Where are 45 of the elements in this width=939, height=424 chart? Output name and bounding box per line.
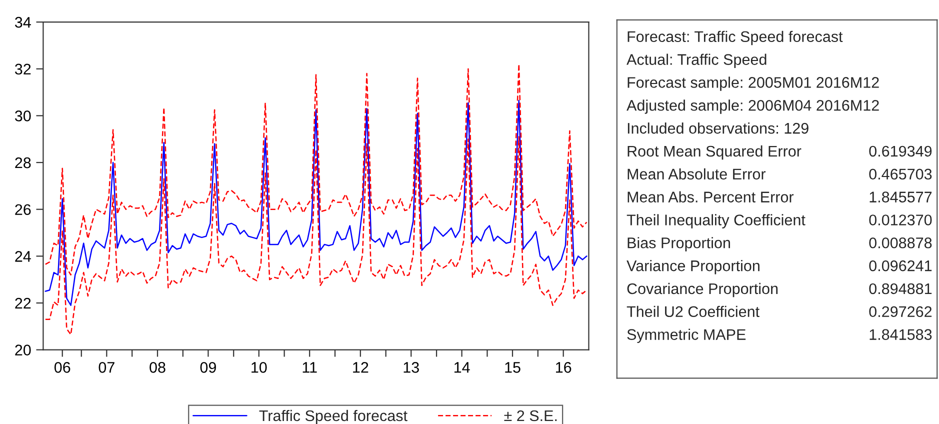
x-tick-label: 08: [150, 362, 166, 373]
category-label: Mean Absolute Error: [628, 168, 766, 180]
category-label: Root Mean Squared Error: [628, 145, 802, 160]
text: 0.297262: [869, 306, 932, 318]
line-series: [44, 100, 588, 306]
text: Actual: Traffic Speed: [626, 54, 766, 68]
y-tick-label: 24: [15, 251, 31, 262]
x-tick-label: 12: [353, 362, 368, 373]
text: 0.894881: [869, 283, 932, 294]
legend-label: Traffic Speed forecast: [259, 410, 408, 424]
text: 0.465703: [869, 168, 932, 180]
y-tick-label: 26: [15, 204, 31, 216]
text: Forecast: Traffic Speed forecast: [628, 30, 843, 46]
x-tick-label: 16: [556, 362, 572, 373]
y-tick-label: 28: [15, 157, 31, 168]
x-tick-label: 10: [252, 362, 267, 373]
y-tick-label: 32: [14, 64, 31, 75]
category-label: Theil Inequality Coefficient: [626, 214, 806, 228]
x-tick-label: 09: [200, 362, 216, 373]
text: 1.841583: [870, 329, 932, 340]
y-tick-label: 20: [15, 344, 31, 356]
y-tick-label: 30: [14, 110, 31, 122]
x-tick-label: 07: [98, 362, 114, 373]
text: 0.008878: [869, 237, 932, 248]
text: 0.012370: [869, 214, 932, 226]
category-label: Variance Proportion: [626, 260, 760, 274]
category-label: Bias Proportion: [628, 237, 730, 252]
category-label: Covariance Proportion: [627, 282, 778, 298]
x-tick-label: 14: [454, 362, 470, 373]
text: Included observations: 129: [628, 122, 808, 134]
text: Forecast sample: 2005M01 2016M12: [628, 76, 879, 91]
legend-label: ± 2 S.E.: [504, 410, 557, 422]
category-label: Mean Abs. Percent Error: [628, 191, 794, 202]
y-tick-label: 22: [15, 298, 31, 309]
x-tick-label: 15: [505, 362, 520, 373]
y-tick-label: 34: [14, 16, 31, 28]
category-label: Symmetric MAPE: [627, 328, 746, 343]
x-tick-label: 11: [302, 362, 317, 373]
text: Adjusted sample: 2006M04 2016M12: [626, 100, 879, 114]
text: 0.096241: [869, 260, 932, 272]
text: 1.845577: [870, 192, 932, 202]
x-tick-label: 13: [404, 362, 419, 373]
x-tick-label: 06: [54, 362, 70, 373]
category-label: Theil U2 Coefficient: [626, 306, 760, 318]
text: 0.619349: [869, 146, 932, 157]
